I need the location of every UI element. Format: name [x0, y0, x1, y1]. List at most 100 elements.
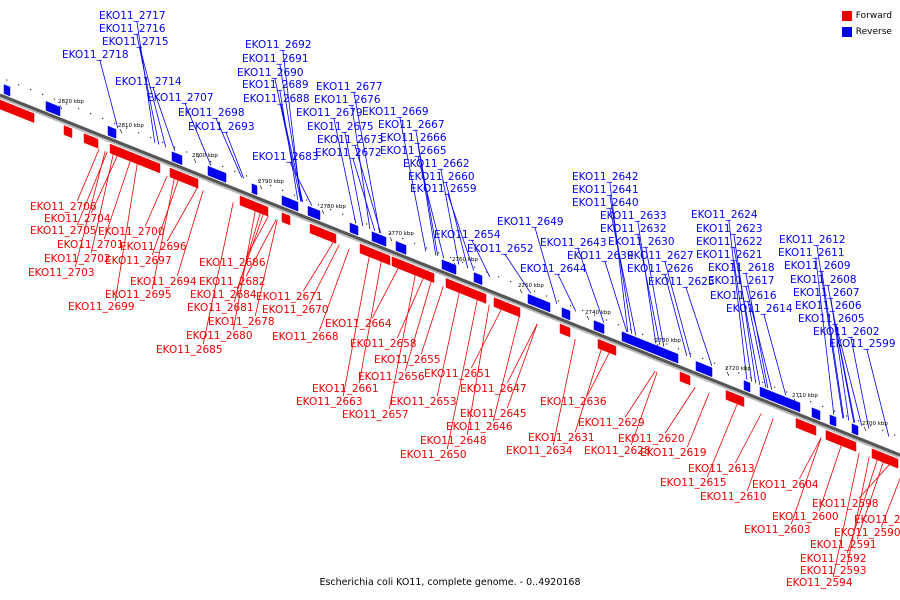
reverse-gene-label-leader: [417, 155, 445, 259]
axis-tick: [193, 158, 197, 163]
reverse-gene-label: EKO11_2639: [567, 250, 634, 262]
axis-tick-label: 2770 kbp: [388, 231, 414, 237]
forward-gene-label: EKO11_2603: [744, 524, 811, 536]
reverse-gene-label: EKO11_2707: [147, 92, 214, 104]
forward-gene-block: [109, 143, 161, 174]
axis-tick: [321, 209, 325, 215]
reverse-gene-label: EKO11_2698: [178, 107, 245, 119]
axis-dot: [894, 434, 896, 436]
forward-gene-block: [871, 448, 899, 469]
reverse-gene-label-leader: [815, 257, 835, 415]
reverse-gene-label-leader: [763, 313, 787, 396]
reverse-gene-label: EKO11_2672: [315, 147, 382, 159]
axis-dot: [366, 223, 368, 225]
reverse-gene-label: EKO11_2649: [497, 216, 564, 228]
forward-gene-label: EKO11_2696: [120, 241, 187, 253]
forward-gene-label: EKO11_2695: [105, 289, 172, 301]
reverse-gene-label: EKO11_2630: [608, 236, 675, 248]
reverse-gene-label-leader: [471, 239, 491, 278]
axis-dot: [882, 429, 884, 431]
axis-dot: [486, 271, 488, 273]
forward-gene-label: EKO11_2701: [57, 239, 124, 251]
reverse-gene-block: [633, 336, 679, 364]
reverse-gene-block: [829, 414, 837, 427]
forward-gene-block: [679, 371, 691, 386]
forward-gene-block: [825, 430, 857, 452]
forward-gene-label-leader: [746, 418, 774, 492]
axis-dot: [438, 252, 440, 254]
reverse-gene-label-leader: [609, 181, 629, 333]
reverse-gene-label-leader: [850, 336, 870, 429]
forward-gene-block: [281, 212, 291, 226]
reverse-gene-label-leader: [745, 285, 773, 390]
reverse-gene-label-leader: [353, 91, 381, 233]
forward-gene-block: [493, 297, 521, 318]
axis-dot: [30, 89, 32, 91]
forward-gene-block: [359, 243, 391, 266]
forward-gene-block: [597, 338, 617, 356]
forward-gene-label-leader: [396, 278, 424, 339]
reverse-gene-block: [171, 151, 183, 166]
forward-gene-label-leader: [436, 292, 460, 397]
axis-dot: [186, 151, 188, 153]
axis-tick: [389, 237, 393, 242]
reverse-gene-label: EKO11_2716: [99, 23, 166, 35]
forward-gene-label: EKO11_2593: [800, 565, 867, 577]
axis-tick: [519, 289, 523, 294]
reverse-gene-block: [307, 205, 321, 221]
axis-tick-label: 2810 kbp: [118, 123, 144, 129]
axis-dot: [126, 127, 128, 129]
reverse-gene-block: [811, 407, 821, 421]
reverse-gene-block: [395, 241, 407, 255]
axis-dot: [678, 348, 680, 350]
reverse-gene-block: [743, 380, 751, 393]
reverse-gene-label: EKO11_2626: [627, 263, 694, 275]
axis-dot: [54, 98, 56, 100]
reverse-gene-label: EKO11_2689: [242, 79, 309, 91]
forward-gene-label: EKO11_2610: [700, 491, 767, 503]
forward-gene-label-leader: [302, 242, 334, 292]
axis-dot: [330, 209, 332, 211]
reverse-gene-label: EKO11_2679: [296, 107, 363, 119]
forward-gene-label: EKO11_2704: [44, 213, 111, 225]
forward-gene-label: EKO11_2694: [130, 276, 197, 288]
axis-dot: [858, 420, 860, 422]
genome-backbone: [0, 93, 900, 457]
reverse-gene-label: EKO11_2642: [572, 171, 639, 183]
forward-gene-label-leader: [470, 309, 502, 369]
reverse-gene-label: EKO11_2659: [410, 183, 477, 195]
axis-tick-label: 2710 kbp: [792, 393, 818, 399]
axis-dot: [738, 372, 740, 374]
forward-gene-label: EKO11_2664: [325, 318, 392, 330]
forward-swatch: [841, 11, 852, 21]
reverse-gene-block: [473, 272, 483, 286]
axis-dot: [618, 324, 620, 326]
reverse-gene-label: EKO11_2625: [648, 276, 715, 288]
forward-gene-label-leader: [166, 187, 198, 242]
axis-tick: [863, 426, 867, 431]
forward-gene-label: EKO11_2684: [190, 289, 257, 301]
forward-gene-label-leader: [818, 445, 842, 512]
reverse-gene-label-leader: [733, 246, 761, 385]
reverse-gene-label-leader: [604, 260, 628, 332]
forward-gene-label: EKO11_2656: [358, 371, 425, 383]
forward-gene-label: EKO11_2682: [199, 276, 266, 288]
axis-dot: [342, 213, 344, 215]
gene-features: [0, 84, 899, 469]
forward-gene-label: EKO11_2657: [342, 409, 409, 421]
axis-dot: [246, 175, 248, 177]
legend-reverse-label: Reverse: [855, 27, 892, 37]
axis-dot: [654, 338, 656, 340]
reverse-gene-label-leader: [184, 102, 212, 166]
forward-gene-label: EKO11_2645: [460, 408, 527, 420]
reverse-gene-label: EKO11_2627: [627, 250, 694, 262]
reverse-gene-label: EKO11_2623: [696, 223, 763, 235]
reverse-gene-label: EKO11_2667: [378, 119, 445, 131]
reverse-gene-label-leader: [609, 207, 637, 336]
axis-dot: [558, 300, 560, 302]
axis-dot: [390, 233, 392, 235]
axis-dot: [66, 103, 68, 105]
axis-dot: [774, 386, 776, 388]
reverse-gene-label: EKO11_2609: [784, 260, 851, 272]
reverse-gene-label-leader: [866, 348, 890, 437]
